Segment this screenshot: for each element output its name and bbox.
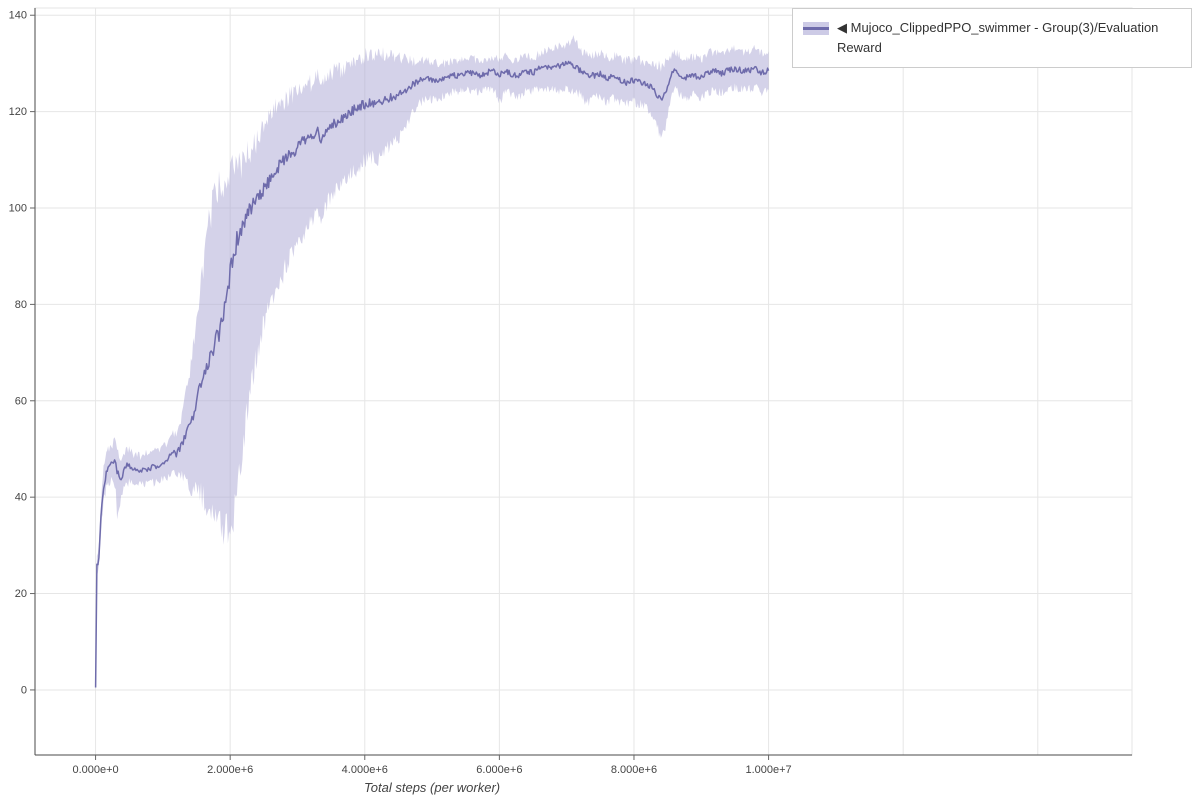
- legend-swatch-icon: [803, 22, 829, 35]
- legend-item: ◀ Mujoco_ClippedPPO_swimmer - Group(3)/E…: [837, 18, 1181, 58]
- x-tick-label: 1.000e+7: [745, 764, 791, 776]
- x-tick-label: 0.000e+0: [72, 764, 118, 776]
- x-tick-label: 2.000e+6: [207, 764, 253, 776]
- y-tick-label: 80: [15, 299, 27, 311]
- series-line: [94, 60, 770, 688]
- x-tick-label: 8.000e+6: [611, 764, 657, 776]
- legend-swatch-line: [803, 27, 829, 30]
- y-tick-label: 20: [15, 588, 27, 600]
- legend[interactable]: ◀ Mujoco_ClippedPPO_swimmer - Group(3)/E…: [792, 8, 1192, 68]
- y-tick-label: 140: [9, 10, 27, 22]
- legend-label[interactable]: Mujoco_ClippedPPO_swimmer - Group(3)/Eva…: [837, 20, 1159, 55]
- legend-collapse-icon[interactable]: ◀: [837, 20, 847, 35]
- series-band: [95, 35, 769, 692]
- y-tick-label: 0: [21, 684, 27, 696]
- x-axis-label: Total steps (per worker): [364, 780, 500, 795]
- x-tick-label: 6.000e+6: [476, 764, 522, 776]
- y-tick-label: 100: [9, 203, 27, 215]
- y-tick-label: 60: [15, 395, 27, 407]
- axes: 0.000e+0 2.000e+6 4.000e+6 6.000e+6 8.000e+6…: [9, 8, 1132, 795]
- y-tick-label: 120: [9, 106, 27, 118]
- y-tick-label: 40: [15, 492, 27, 504]
- x-tick-label: 4.000e+6: [342, 764, 388, 776]
